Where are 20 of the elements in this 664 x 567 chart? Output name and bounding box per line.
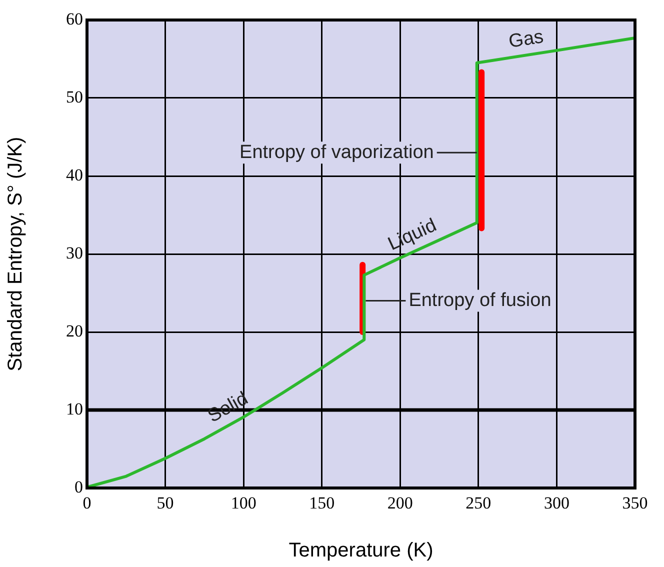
x-tick-label: 200 bbox=[387, 494, 413, 513]
y-tick-label: 40 bbox=[66, 165, 83, 184]
y-tick-label: 20 bbox=[66, 321, 83, 340]
annotation: Solid bbox=[204, 388, 252, 428]
y-axis-title: Standard Entropy, S° (J/K) bbox=[4, 136, 27, 372]
x-tick-label: 300 bbox=[544, 494, 570, 513]
y-tick-label: 10 bbox=[66, 399, 83, 418]
x-tick-label: 350 bbox=[622, 494, 648, 513]
y-tick-label: 0 bbox=[74, 477, 83, 496]
x-tick-label: 150 bbox=[309, 494, 335, 513]
annotation: Entropy of vaporization bbox=[240, 142, 434, 163]
x-tick-label: 250 bbox=[466, 494, 492, 513]
x-tick-label: 100 bbox=[230, 494, 256, 513]
y-tick-label: 50 bbox=[66, 87, 83, 106]
y-tick-label: 30 bbox=[66, 243, 83, 262]
x-axis-title: Temperature (K) bbox=[288, 540, 434, 562]
annotation: Gas bbox=[507, 26, 545, 53]
annotation: Entropy of fusion bbox=[408, 290, 552, 312]
y-tick-label: 60 bbox=[66, 9, 83, 28]
x-tick-label: 50 bbox=[156, 494, 174, 513]
